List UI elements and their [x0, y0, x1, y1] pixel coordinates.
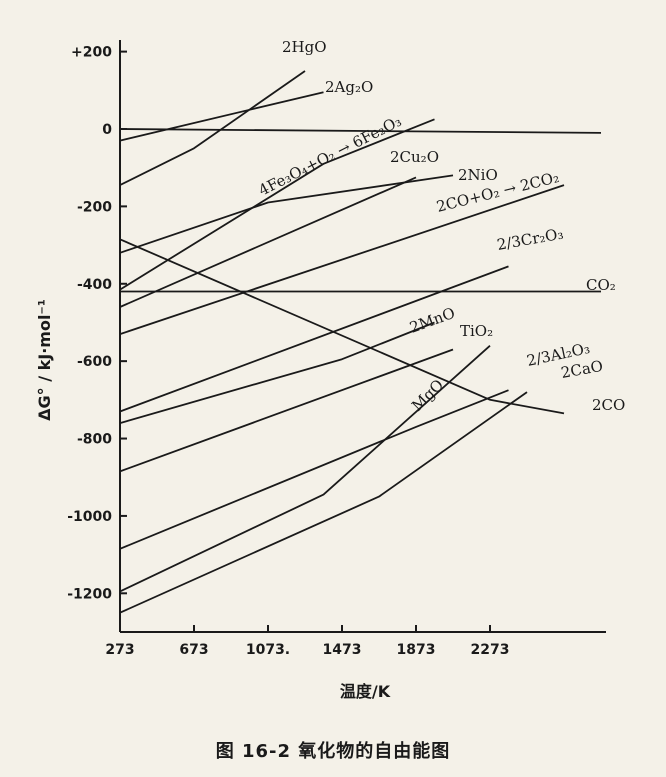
label-2NiO: 2NiO [458, 166, 498, 184]
series-line-2HgO [119, 70, 306, 186]
y-tick-label: 0 [102, 122, 112, 138]
series-line-4Fe-O-O-6Fe-O [119, 118, 435, 291]
y-tick-label: -1000 [67, 509, 112, 525]
x-tick-label: 1473 [323, 642, 362, 658]
series-line-2CaO [119, 391, 528, 614]
x-tick-label: 273 [105, 642, 134, 658]
series-lines [119, 70, 602, 614]
series-line-2CO-O-2CO [119, 184, 565, 335]
series-line-TiO [119, 348, 454, 473]
series-line-2CO [119, 238, 565, 415]
label-2Ag2O: 2Ag₂O [325, 78, 373, 96]
x-tick-label: 2273 [471, 642, 510, 658]
y-tick-label: -1200 [67, 586, 112, 602]
x-axis-title: 温度/K [339, 682, 391, 701]
series-line-2-3Cr-O [119, 265, 509, 413]
label-Cr2O3: 2/3Cr₂O₃ [496, 225, 565, 254]
label-CO2: CO₂ [586, 276, 616, 294]
x-tick-label: 673 [179, 642, 208, 658]
series-line-2Cu-O [119, 174, 454, 254]
y-tick-label: -800 [77, 432, 112, 448]
y-axis-title: ΔG° / kJ·mol⁻¹ [35, 299, 54, 421]
label-MgO: MgO [408, 376, 447, 415]
label-2MnO: 2MnO [407, 304, 457, 337]
y-tick-label: -600 [77, 354, 112, 370]
figure-caption: 图 16-2 氧化物的自由能图 [216, 740, 451, 762]
series-line-2MnO [119, 321, 435, 424]
x-tick-label: 1873 [397, 642, 436, 658]
series-line-2Ag-O [119, 91, 324, 142]
axes: +200 0 -200 -400 -600 -800 -1000 -1200 273 673 107… [67, 40, 606, 658]
series-line-2NiO [119, 176, 417, 308]
label-2Cu2O: 2Cu₂O [390, 148, 439, 166]
series-line-MgO [119, 345, 491, 593]
x-tick-label: 1073. [246, 642, 290, 658]
label-2CO: 2CO [592, 396, 625, 414]
label-2HgO: 2HgO [282, 38, 327, 56]
y-tick-label: +200 [71, 45, 112, 61]
y-tick-label: -400 [77, 277, 112, 293]
y-tick-label: -200 [77, 199, 112, 215]
series-line-zero-line [119, 128, 602, 134]
series-line-2-3Al-O [119, 389, 509, 550]
label-TiO2: TiO₂ [460, 322, 493, 340]
